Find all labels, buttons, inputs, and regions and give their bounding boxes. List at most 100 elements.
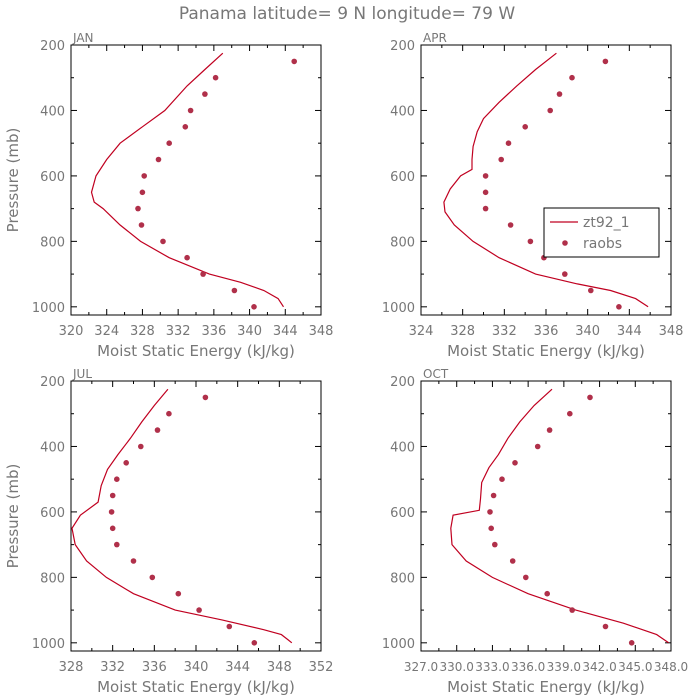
y-tick-label: 1000	[382, 637, 415, 652]
y-tick-label: 200	[390, 375, 415, 390]
obs-point	[130, 558, 137, 564]
y-tick-label: 800	[390, 571, 415, 586]
x-tick-label: 328	[59, 660, 84, 675]
obs-point	[569, 607, 575, 613]
y-tick-label: 400	[40, 440, 65, 455]
obs-point	[498, 156, 505, 163]
obs-point	[602, 58, 609, 65]
x-tick-label: 342.0	[582, 660, 616, 674]
obs-point	[512, 460, 518, 466]
obs-point	[499, 476, 505, 483]
legend-marker-swatch	[562, 240, 568, 246]
obs-point	[562, 271, 568, 277]
obs-point	[109, 525, 116, 532]
plot-frame	[420, 380, 672, 652]
obs-point	[556, 91, 563, 97]
obs-point	[200, 271, 206, 277]
obs-point	[482, 205, 489, 212]
obs-point	[138, 222, 145, 228]
obs-point	[184, 254, 190, 261]
obs-point	[226, 623, 233, 630]
obs-point	[482, 189, 489, 196]
obs-point	[202, 91, 208, 97]
obs-point	[616, 304, 622, 310]
obs-point	[482, 173, 489, 179]
obs-point	[149, 574, 156, 581]
x-tick-label: 348.0	[654, 660, 688, 674]
obs-point	[492, 541, 498, 548]
x-tick-label: 340	[575, 324, 600, 339]
y-tick-label: 800	[390, 235, 415, 250]
model-line-jan	[90, 52, 285, 308]
obs-point	[546, 427, 553, 433]
obs-point	[160, 238, 166, 245]
x-tick-label: 320	[59, 324, 84, 339]
x-tick-label: 332	[100, 660, 125, 675]
x-tick-label: 345.0	[618, 660, 652, 674]
obs-point	[291, 58, 298, 65]
x-tick-label: 336	[201, 324, 226, 339]
legend-model-label: zt92_1	[583, 215, 630, 231]
model-line-jul	[71, 388, 293, 644]
x-tick-label: 327.0	[404, 660, 438, 674]
x-axis-label: Moist Static Energy (kJ/kg)	[97, 678, 295, 696]
plot-frame	[70, 44, 322, 316]
plot-frame	[70, 380, 322, 652]
x-tick-label: 336.0	[511, 660, 545, 674]
x-axis-label: Moist Static Energy (kJ/kg)	[447, 342, 645, 360]
obs-point	[114, 476, 120, 483]
x-tick-label: 348	[267, 660, 292, 675]
y-tick-label: 400	[390, 440, 415, 455]
obs-point	[155, 156, 162, 163]
x-tick-label: 344	[273, 324, 298, 339]
panel-apr: APR 200 400 600 800 1000 324 328 332 336 340 344 348…	[382, 31, 684, 360]
x-tick-label: 333.0	[475, 660, 509, 674]
obs-point	[141, 173, 147, 179]
obs-point	[487, 509, 493, 515]
obs-point	[166, 410, 172, 417]
obs-point	[108, 509, 115, 515]
y-tick-label: 1000	[382, 301, 415, 316]
obs-point	[505, 140, 512, 146]
panel-label: JUL	[72, 367, 92, 381]
x-tick-label: 344	[617, 324, 642, 339]
x-tick-label: 340	[237, 324, 262, 339]
obs-point	[628, 640, 635, 646]
y-tick-label: 600	[40, 506, 65, 521]
obs-point	[123, 460, 129, 466]
x-axis-label: Moist Static Energy (kJ/kg)	[447, 678, 645, 696]
y-tick-label: 400	[390, 104, 415, 119]
obs-point	[587, 394, 593, 401]
obs-point	[509, 558, 516, 564]
y-tick-label: 200	[390, 39, 415, 54]
x-tick-label: 348	[659, 324, 684, 339]
obs-point	[569, 74, 575, 81]
obs-point	[135, 205, 141, 212]
x-tick-label: 328	[130, 324, 155, 339]
figure-title: Panama latitude= 9 N longitude= 79 W	[179, 4, 515, 24]
panel-label: APR	[423, 31, 447, 45]
x-tick-label: 324	[94, 324, 119, 339]
obs-point	[202, 394, 209, 401]
y-tick-label: 200	[40, 375, 65, 390]
obs-point	[588, 287, 594, 294]
y-tick-label: 600	[40, 170, 65, 185]
obs-point	[139, 189, 146, 196]
y-tick-label: 1000	[32, 637, 65, 652]
panel-jan: JAN 200 400 600 800 1000 320 324 328 332 336 340 344…	[4, 31, 333, 360]
obs-point	[196, 607, 202, 613]
panel-jul: JUL 200 400 600 800 1000 328 332 336 340 344 348 352…	[4, 367, 333, 696]
obs-point	[175, 590, 182, 597]
y-tick-label: 1000	[32, 301, 65, 316]
obs-point	[251, 640, 258, 646]
obs-point	[154, 427, 161, 433]
model-line-apr	[443, 52, 649, 308]
y-tick-label: 600	[390, 506, 415, 521]
x-axis-label: Moist Static Energy (kJ/kg)	[97, 342, 295, 360]
panel-label: JAN	[72, 31, 94, 45]
obs-point	[602, 623, 609, 630]
obs-point	[507, 222, 514, 228]
